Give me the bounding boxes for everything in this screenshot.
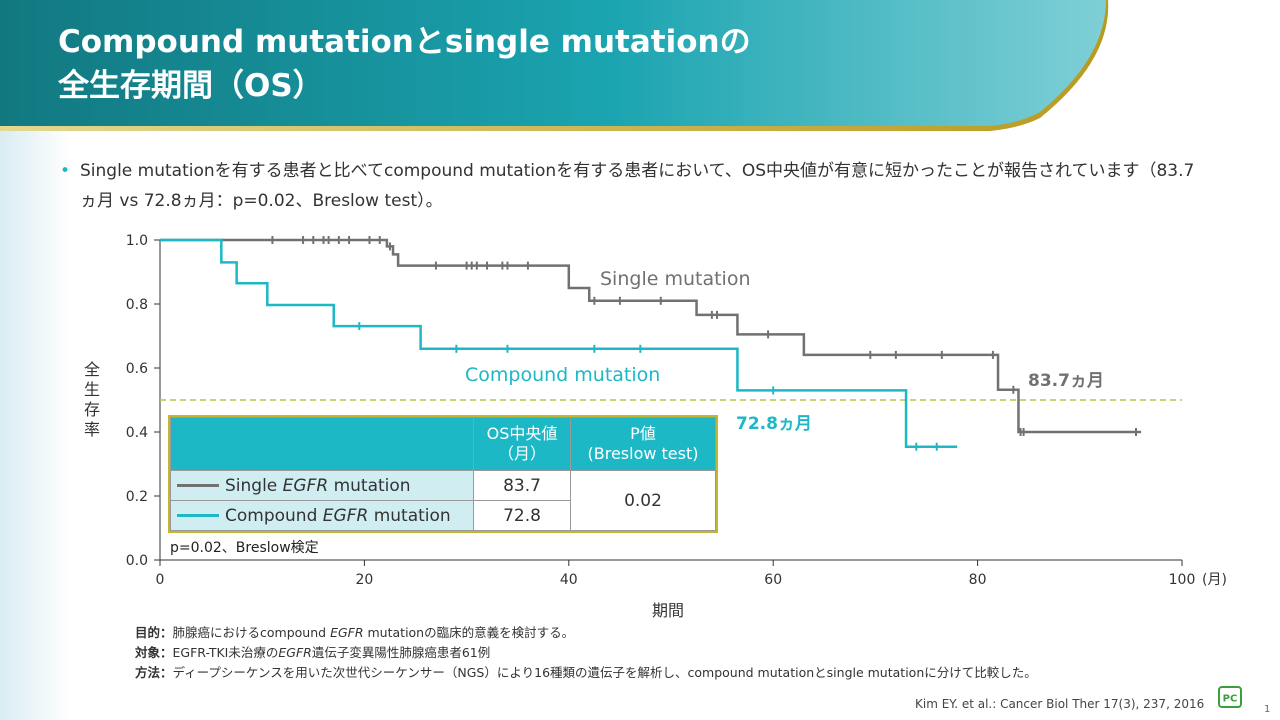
header-banner bbox=[0, 0, 1109, 131]
note-text: mutationの臨床的意義を検討する。 bbox=[363, 625, 575, 640]
y-tick-label: 0.4 bbox=[126, 425, 148, 441]
table-header-row: OS中央値 （月） P値 (Breslow test) bbox=[170, 417, 716, 471]
legend-swatch-compound bbox=[177, 514, 219, 517]
legend-swatch-single bbox=[177, 484, 219, 487]
table-row: Single EGFR mutation 83.7 0.02 bbox=[170, 470, 716, 531]
table-row-label-compound: Compound EGFR mutation bbox=[170, 500, 474, 531]
title-line2: 全生存期間（OS） bbox=[58, 68, 324, 104]
note-text: 遺伝子変異陽性肺腺癌患者61例 bbox=[311, 645, 491, 660]
median-label-single: 83.7ヵ月 bbox=[1028, 371, 1104, 391]
note-target-label: 対象： bbox=[135, 645, 173, 660]
row-label-italic: EGFR bbox=[322, 505, 369, 526]
x-tick-label: 80 bbox=[969, 572, 987, 588]
note-text: 肺腺癌におけるcompound bbox=[172, 625, 331, 640]
note-italic: EGFR bbox=[278, 645, 312, 660]
logo-text: PC bbox=[1223, 694, 1238, 705]
y-tick-label: 0.6 bbox=[126, 361, 148, 377]
table-cell-os-single: 83.7 bbox=[473, 470, 571, 501]
note-method: 方法：ディープシーケンスを用いた次世代シーケンサー（NGS）により16種類の遺伝… bbox=[135, 663, 1037, 683]
series-line-single bbox=[160, 238, 1142, 434]
x-unit-label: (月) bbox=[1202, 572, 1227, 588]
row-label-pre: Single bbox=[225, 475, 283, 496]
y-tick-label: 0.0 bbox=[126, 553, 148, 569]
series-label-compound: Compound mutation bbox=[465, 364, 660, 386]
p-value-note: p=0.02、Breslow検定 bbox=[170, 540, 319, 556]
median-label-compound: 72.8ヵ月 bbox=[736, 414, 812, 434]
table-cell-os-compound: 72.8 bbox=[473, 500, 571, 531]
bullet-point: • Single mutationを有する患者と比べてcompound muta… bbox=[60, 156, 1210, 216]
x-tick-label: 40 bbox=[560, 572, 578, 588]
note-objective: 目的：肺腺癌におけるcompound EGFR mutationの臨床的意義を検… bbox=[135, 623, 1037, 643]
table-header-blank bbox=[170, 417, 474, 471]
table-row: Compound EGFR mutation 72.8 bbox=[170, 500, 716, 531]
y-tick-label: 0.8 bbox=[126, 297, 148, 313]
note-target: 対象：EGFR-TKI未治療のEGFR遺伝子変異陽性肺腺癌患者61例 bbox=[135, 643, 1037, 663]
citation: Kim EY. et al.: Cancer Biol Ther 17(3), … bbox=[915, 697, 1205, 711]
left-gradient-strip bbox=[0, 130, 70, 720]
note-method-label: 方法： bbox=[135, 665, 173, 680]
y-axis-label: 全生存率 bbox=[83, 360, 100, 439]
series-line-compound bbox=[160, 238, 958, 448]
row-label-italic: EGFR bbox=[282, 475, 329, 496]
note-italic: EGFR bbox=[330, 625, 364, 640]
page-title: Compound mutationとsingle mutationの 全生存期間（… bbox=[58, 20, 751, 108]
page-number: 1 bbox=[1264, 704, 1271, 715]
series-label-single: Single mutation bbox=[600, 268, 751, 290]
pc-logo-icon: PC bbox=[1218, 686, 1242, 708]
bullet-dot-icon: • bbox=[60, 161, 71, 181]
x-tick-label: 60 bbox=[764, 572, 782, 588]
row-label-post: mutation bbox=[368, 505, 451, 526]
study-notes: 目的：肺腺癌におけるcompound EGFR mutationの臨床的意義を検… bbox=[135, 623, 1037, 683]
note-objective-label: 目的： bbox=[135, 625, 173, 640]
x-tick-label: 0 bbox=[156, 572, 165, 588]
y-tick-label: 0.2 bbox=[126, 489, 148, 505]
row-label-pre: Compound bbox=[225, 505, 323, 526]
note-text: ディープシーケンスを用いた次世代シーケンサー（NGS）により16種類の遺伝子を解… bbox=[172, 665, 1037, 680]
row-label-post: mutation bbox=[328, 475, 411, 496]
table-header-os: OS中央値 （月） bbox=[473, 417, 571, 471]
note-text: EGFR-TKI未治療の bbox=[172, 645, 279, 660]
median-os-table: OS中央値 （月） P値 (Breslow test) Single EGFR … bbox=[168, 415, 718, 533]
table-header-p: P値 (Breslow test) bbox=[570, 417, 716, 471]
x-axis-label: 期間 bbox=[652, 601, 685, 620]
x-tick-label: 100 bbox=[1169, 572, 1196, 588]
table-cell-p-value: 0.02 bbox=[570, 470, 716, 531]
y-tick-label: 1.0 bbox=[126, 233, 148, 249]
x-tick-label: 20 bbox=[355, 572, 373, 588]
table-row-label-single: Single EGFR mutation bbox=[170, 470, 474, 501]
bullet-text: Single mutationを有する患者と比べてcompound mutati… bbox=[80, 161, 1195, 211]
title-line1: Compound mutationとsingle mutationの bbox=[58, 24, 751, 60]
